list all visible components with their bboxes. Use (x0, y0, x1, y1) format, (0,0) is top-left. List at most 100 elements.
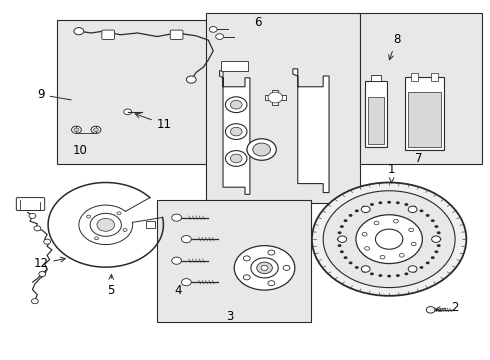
Circle shape (225, 97, 247, 113)
Circle shape (74, 28, 84, 35)
Circle shape (396, 201, 400, 204)
Circle shape (409, 228, 414, 232)
Polygon shape (293, 69, 329, 193)
Circle shape (419, 266, 423, 269)
Circle shape (370, 203, 374, 206)
Circle shape (408, 266, 417, 272)
Circle shape (261, 265, 268, 270)
Circle shape (355, 210, 359, 212)
Circle shape (362, 270, 366, 273)
Circle shape (283, 265, 290, 270)
Circle shape (257, 262, 272, 274)
Bar (411, 73, 418, 81)
Circle shape (437, 244, 441, 247)
Circle shape (34, 226, 41, 231)
Circle shape (343, 256, 347, 259)
Circle shape (355, 266, 359, 269)
Circle shape (432, 236, 441, 242)
Circle shape (426, 307, 435, 313)
Circle shape (230, 100, 242, 109)
Circle shape (431, 219, 435, 222)
Circle shape (426, 214, 430, 217)
Circle shape (338, 236, 346, 242)
Circle shape (378, 201, 382, 204)
Circle shape (225, 124, 247, 139)
Circle shape (117, 212, 121, 215)
Circle shape (348, 261, 352, 264)
Circle shape (94, 128, 98, 132)
Circle shape (90, 213, 122, 236)
Circle shape (39, 271, 46, 276)
Circle shape (413, 270, 416, 273)
Circle shape (31, 299, 38, 304)
Circle shape (348, 214, 352, 217)
Bar (431, 73, 438, 81)
Bar (157, 200, 311, 321)
Circle shape (356, 215, 422, 264)
Circle shape (380, 255, 385, 259)
Circle shape (172, 257, 181, 264)
Circle shape (365, 247, 369, 250)
Circle shape (97, 219, 115, 231)
Circle shape (253, 143, 270, 156)
FancyBboxPatch shape (405, 77, 444, 150)
Circle shape (95, 237, 98, 240)
Circle shape (387, 275, 391, 278)
Circle shape (435, 250, 439, 253)
Circle shape (225, 150, 247, 166)
Circle shape (244, 256, 250, 261)
Circle shape (87, 215, 91, 218)
Circle shape (244, 275, 250, 280)
Bar (360, 13, 482, 164)
Text: 2: 2 (436, 301, 459, 314)
Circle shape (413, 206, 416, 208)
Circle shape (399, 253, 404, 257)
Circle shape (338, 244, 342, 247)
Circle shape (216, 34, 223, 40)
Circle shape (323, 191, 455, 288)
Circle shape (393, 219, 398, 223)
FancyBboxPatch shape (16, 198, 45, 211)
Circle shape (370, 273, 374, 275)
Circle shape (172, 214, 181, 221)
Circle shape (251, 258, 278, 278)
Circle shape (408, 206, 417, 213)
Circle shape (123, 229, 127, 231)
Circle shape (186, 76, 196, 83)
FancyBboxPatch shape (368, 97, 384, 144)
Circle shape (74, 128, 79, 132)
Circle shape (426, 261, 430, 264)
Circle shape (437, 231, 441, 234)
Circle shape (29, 213, 36, 219)
Circle shape (435, 225, 439, 228)
FancyBboxPatch shape (170, 30, 183, 40)
Text: 11: 11 (135, 113, 172, 131)
Circle shape (209, 27, 217, 32)
Text: 5: 5 (107, 275, 114, 297)
Circle shape (268, 92, 283, 103)
FancyBboxPatch shape (408, 93, 441, 147)
Circle shape (230, 154, 242, 163)
Polygon shape (220, 71, 250, 194)
Circle shape (361, 266, 370, 272)
Circle shape (362, 206, 366, 208)
Bar (147, 221, 155, 228)
Circle shape (404, 203, 408, 206)
Circle shape (431, 256, 435, 259)
Text: 7: 7 (415, 152, 422, 165)
Bar (371, 75, 381, 81)
Circle shape (268, 250, 275, 255)
Circle shape (230, 127, 242, 136)
Bar (272, 90, 278, 105)
Text: 4: 4 (174, 284, 182, 297)
Circle shape (124, 109, 132, 115)
Circle shape (361, 206, 370, 213)
Text: 3: 3 (226, 310, 233, 324)
Circle shape (387, 201, 391, 204)
FancyBboxPatch shape (365, 81, 387, 147)
Circle shape (362, 233, 367, 236)
Circle shape (312, 183, 466, 296)
Circle shape (181, 279, 191, 286)
Text: 6: 6 (254, 16, 262, 29)
Circle shape (337, 238, 341, 240)
